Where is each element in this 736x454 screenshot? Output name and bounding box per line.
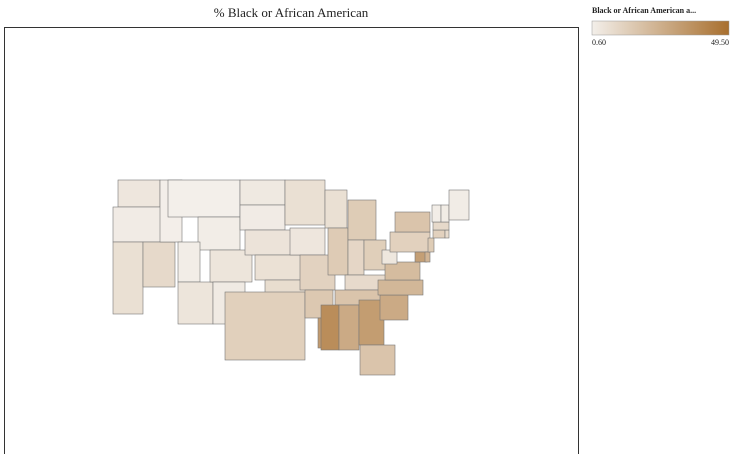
colorbar-tick-label: 49.50 [711, 38, 729, 47]
state [289, 227, 326, 256]
state [239, 179, 286, 206]
state [379, 294, 409, 321]
map-frame [4, 27, 579, 454]
state [377, 279, 424, 296]
state [444, 229, 450, 239]
state [432, 221, 450, 231]
state [209, 249, 253, 283]
state [142, 241, 176, 288]
colorbar-tick-label: 0.60 [592, 38, 606, 47]
state [177, 241, 201, 283]
state [177, 281, 214, 325]
state [347, 199, 377, 241]
state [320, 304, 340, 351]
state [324, 189, 348, 229]
state [440, 204, 450, 223]
state [448, 189, 470, 221]
state [239, 204, 286, 231]
state [244, 229, 296, 256]
state [117, 179, 161, 208]
state [254, 254, 306, 281]
state [431, 204, 442, 223]
state [424, 251, 431, 263]
state [389, 231, 431, 253]
state [197, 216, 241, 251]
state [167, 179, 241, 218]
state [327, 227, 349, 276]
state [112, 241, 144, 315]
state [432, 229, 446, 239]
state [224, 291, 306, 361]
state [381, 249, 398, 265]
colorbar [591, 20, 730, 36]
states [112, 179, 470, 376]
map-title: % Black or African American [214, 5, 369, 20]
state [359, 344, 396, 376]
state [284, 179, 326, 226]
state [384, 261, 421, 281]
state [427, 237, 435, 253]
state [338, 304, 360, 351]
legend-title: Black or African American a... [592, 6, 696, 15]
state [347, 239, 365, 276]
state [112, 206, 164, 243]
state [394, 211, 431, 233]
